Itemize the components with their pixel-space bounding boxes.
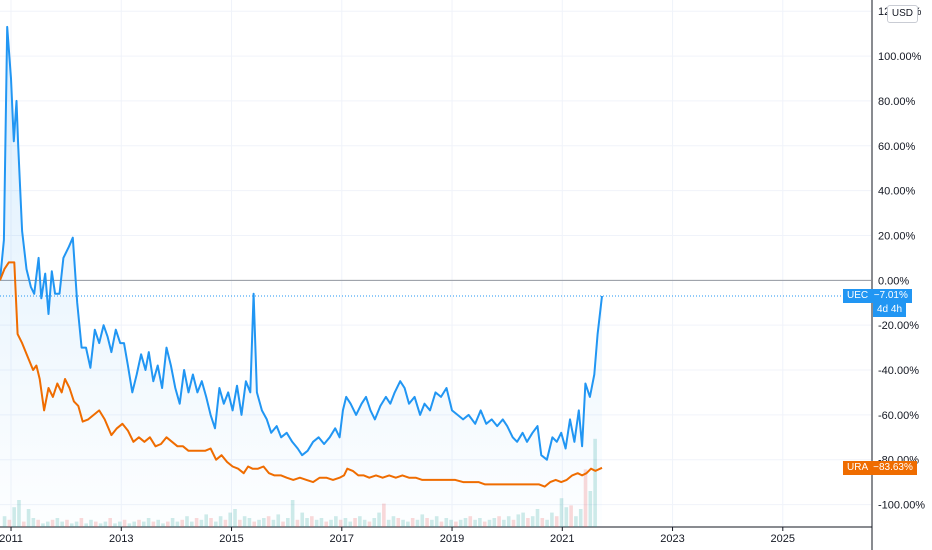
ura-price-tag: URA −83.63% <box>843 460 917 475</box>
x-tick-label: 2019 <box>440 533 464 545</box>
y-tick-label: 80.00% <box>878 96 916 108</box>
uec-price-tag: UEC −7.01% <box>843 289 912 304</box>
y-tick-label: -40.00% <box>878 365 919 377</box>
y-axis[interactable]: 120.00%100.00%80.00%60.00%40.00%20.00%0.… <box>878 6 925 511</box>
x-tick-label: 2011 <box>0 533 23 545</box>
x-tick-label: 2021 <box>550 533 574 545</box>
y-tick-label: -60.00% <box>878 410 919 422</box>
y-tick-label: 40.00% <box>878 186 916 198</box>
x-tick-label: 2015 <box>219 533 243 545</box>
y-tick-label: 100.00% <box>878 51 922 63</box>
series-lines <box>0 25 603 528</box>
zero-baseline <box>0 279 871 297</box>
x-tick-label: 2017 <box>330 533 354 545</box>
currency-button[interactable]: USD <box>886 5 918 23</box>
uec-countdown: 4d 4h <box>873 303 907 318</box>
uec-line <box>0 25 603 461</box>
ura-symbol: URA <box>847 461 868 473</box>
y-tick-label: 0.00% <box>878 275 909 287</box>
x-axis[interactable]: 2011 2013 2015 2017 2019 2021 2023 2025 <box>0 527 795 545</box>
uec-area <box>0 26 602 528</box>
y-tick-label: -100.00% <box>878 500 925 512</box>
x-tick-label: 2013 <box>109 533 133 545</box>
y-tick-label: 20.00% <box>878 230 916 242</box>
x-tick-label: 2025 <box>771 533 795 545</box>
x-tick-label: 2023 <box>660 533 684 545</box>
uec-last-value: −7.01% <box>873 290 908 302</box>
uec-symbol: UEC <box>847 290 869 302</box>
ura-line <box>0 261 603 488</box>
ura-last-value: −83.63% <box>873 461 913 473</box>
y-tick-label: -20.00% <box>878 320 919 332</box>
y-tick-label: 60.00% <box>878 141 916 153</box>
